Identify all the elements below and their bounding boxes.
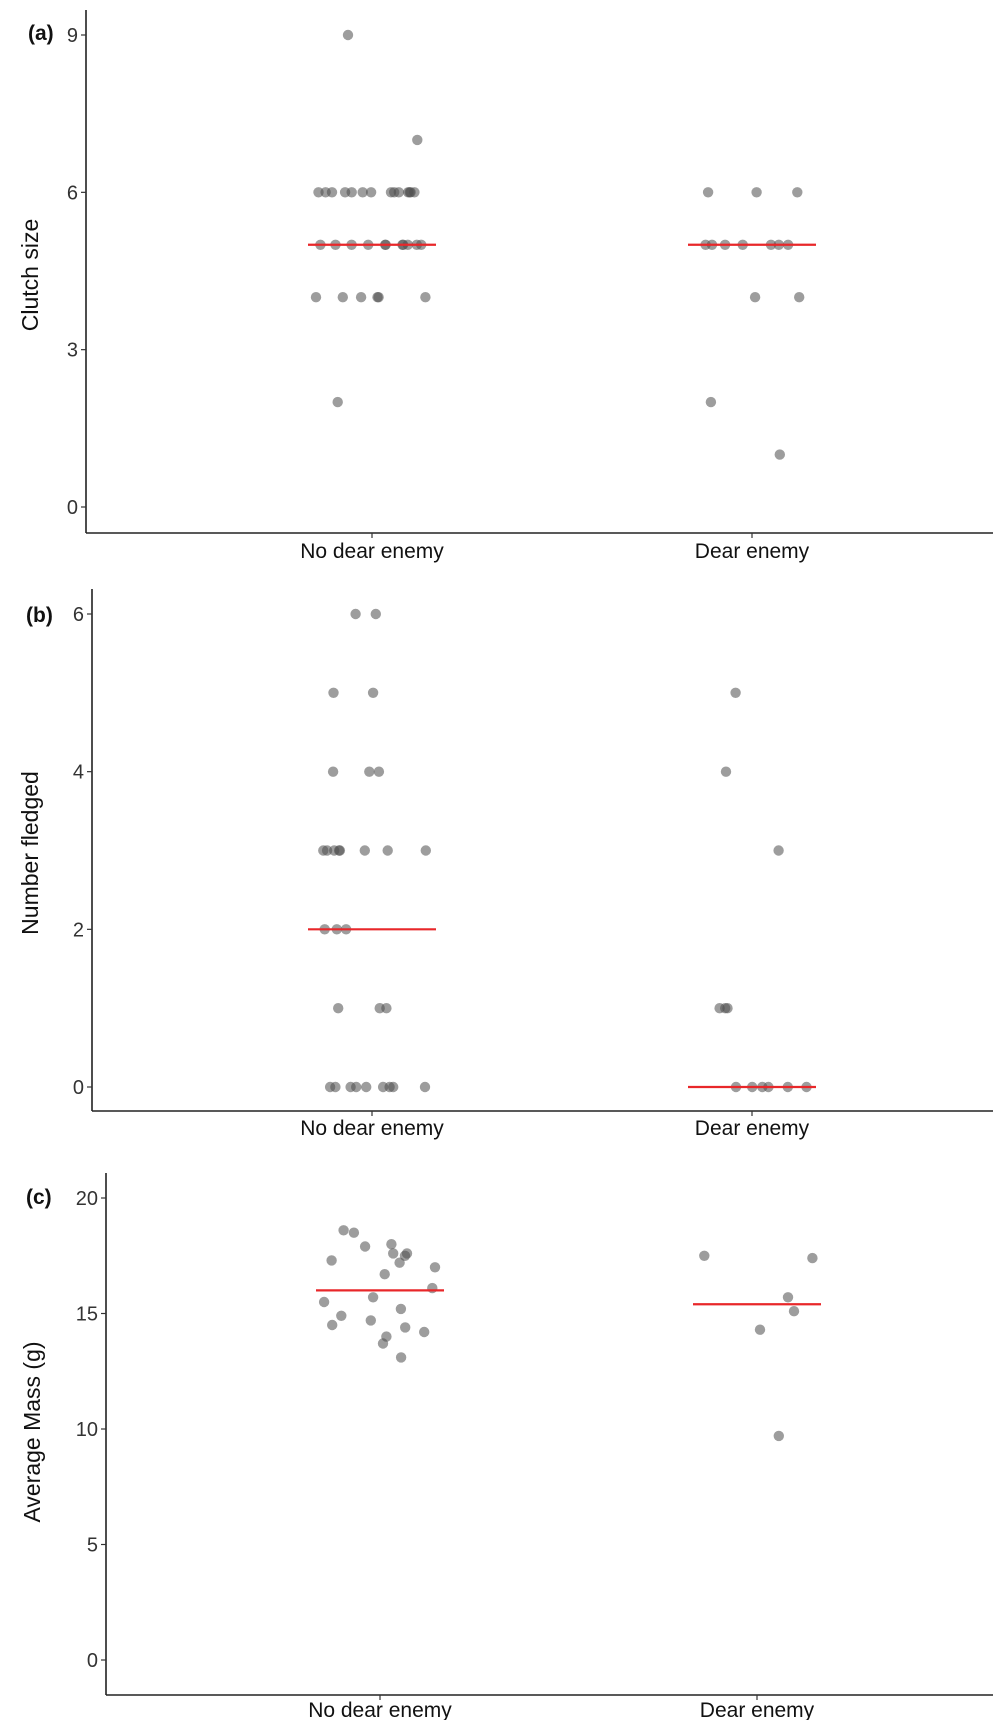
- data-point: [699, 1250, 710, 1262]
- data-point: [774, 449, 785, 460]
- panel-label: (b): [26, 604, 53, 627]
- data-point: [420, 845, 431, 856]
- data-point: [404, 187, 415, 198]
- x-category-label: Dear enemy: [695, 1117, 810, 1140]
- data-point: [326, 1255, 337, 1266]
- panel-label: (c): [26, 1186, 52, 1209]
- data-point: [318, 845, 329, 856]
- data-point: [338, 1225, 349, 1236]
- data-point: [792, 187, 803, 198]
- data-point: [336, 1310, 347, 1322]
- y-tick-label: 10: [76, 1419, 98, 1441]
- data-point: [381, 1003, 392, 1014]
- x-category-label: No dear enemy: [300, 540, 444, 563]
- data-point: [373, 766, 385, 777]
- data-point: [720, 766, 732, 777]
- data-point: [388, 1248, 399, 1259]
- data-point: [333, 845, 345, 856]
- data-point: [370, 608, 381, 620]
- data-point: [350, 608, 361, 620]
- data-point: [365, 1315, 376, 1326]
- data-point: [394, 1257, 405, 1268]
- data-point: [702, 187, 714, 198]
- data-point: [310, 292, 322, 303]
- data-point: [337, 292, 348, 303]
- data-point: [720, 1003, 731, 1014]
- data-point: [705, 396, 717, 408]
- data-point: [342, 29, 354, 41]
- y-tick-label: 3: [67, 340, 78, 362]
- data-point: [773, 845, 784, 856]
- data-point: [754, 1324, 766, 1335]
- y-tick-label: 2: [73, 919, 84, 941]
- data-point: [419, 1081, 431, 1093]
- data-point: [348, 1227, 360, 1238]
- data-point: [359, 1241, 371, 1252]
- y-tick-label: 4: [73, 762, 84, 784]
- data-point: [377, 1338, 389, 1349]
- data-point: [427, 1282, 438, 1294]
- y-axis-title: Average Mass (g): [19, 1341, 45, 1522]
- panel-b: (b) Number fledged 0 2 4 6 No dear enemy Dear e…: [17, 589, 993, 1140]
- y-tick-label: 15: [76, 1304, 98, 1326]
- y-tick-label: 6: [73, 604, 84, 626]
- data-point: [420, 292, 431, 303]
- data-point: [328, 687, 339, 698]
- panel-c: (c) Average Mass (g) 0 5 10 15 20 No dear enemy…: [19, 1173, 993, 1720]
- data-point: [373, 292, 384, 303]
- x-category-label: No dear enemy: [300, 1117, 444, 1140]
- x-category-label: Dear enemy: [700, 1699, 815, 1720]
- y-tick-label: 20: [76, 1188, 98, 1210]
- y-tick-label: 5: [87, 1535, 98, 1557]
- data-point: [364, 766, 375, 777]
- data-point: [730, 687, 741, 698]
- y-tick-label: 6: [67, 182, 78, 204]
- data-point: [384, 1081, 395, 1093]
- y-tick-label: 0: [67, 497, 78, 519]
- data-point: [782, 1292, 794, 1303]
- data-point: [382, 845, 393, 856]
- y-tick-label: 0: [87, 1650, 98, 1672]
- data-point: [351, 1081, 362, 1093]
- data-point: [367, 1292, 379, 1303]
- data-point: [773, 1430, 784, 1442]
- panel-a: (a) Clutch size 0 3 6 9 No dear enemy Dear enem…: [17, 10, 993, 563]
- data-point: [330, 1081, 341, 1093]
- panel-label: (a): [28, 22, 54, 45]
- data-point: [359, 845, 370, 856]
- data-point: [332, 396, 343, 408]
- x-category-label: No dear enemy: [308, 1699, 452, 1720]
- data-point: [788, 1306, 800, 1317]
- data-point: [379, 1269, 390, 1280]
- data-point: [346, 187, 357, 198]
- data-point: [807, 1252, 818, 1264]
- data-point: [365, 187, 377, 198]
- data-point: [327, 1319, 338, 1331]
- data-point: [355, 292, 367, 303]
- data-point: [333, 1003, 344, 1014]
- data-point: [794, 292, 805, 303]
- data-point: [395, 1303, 407, 1315]
- data-point: [327, 766, 339, 777]
- data-point: [395, 1352, 407, 1363]
- data-point: [389, 187, 400, 198]
- data-point: [326, 187, 338, 198]
- data-point: [419, 1326, 430, 1338]
- data-point: [367, 687, 379, 698]
- y-axis-title: Clutch size: [17, 219, 43, 331]
- y-tick-label: 9: [67, 25, 78, 47]
- y-axis-title: Number fledged: [17, 771, 43, 935]
- data-point: [749, 292, 761, 303]
- data-point: [412, 134, 423, 146]
- data-point: [429, 1262, 441, 1273]
- data-point: [361, 1081, 372, 1093]
- data-point: [751, 187, 762, 198]
- data-point: [318, 1296, 330, 1308]
- data-point: [400, 1322, 411, 1333]
- y-tick-label: 0: [73, 1077, 84, 1099]
- data-point: [386, 1239, 397, 1250]
- x-category-label: Dear enemy: [695, 540, 810, 563]
- data-point: [357, 187, 368, 198]
